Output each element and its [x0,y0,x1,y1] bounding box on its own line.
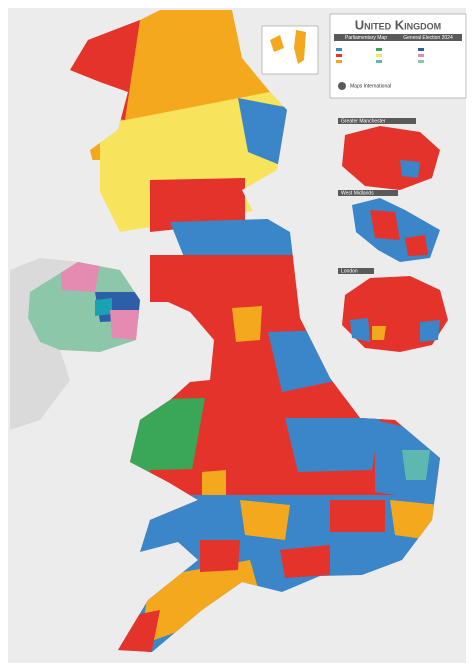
region [150,178,245,232]
region [238,98,290,165]
subtitle: Parliamentary Map [345,35,387,41]
inset-label: London [341,268,358,274]
region [402,450,430,480]
region [200,540,240,572]
title-block [329,13,467,99]
subtitle-bar [334,34,462,41]
inset-greater-manchester: Greater Manchester [338,118,440,190]
title: United Kingdom [355,17,441,32]
region [285,418,380,472]
island [294,30,306,64]
region [202,470,226,502]
inset-london: London [338,268,448,352]
island [270,35,284,52]
region [60,262,100,292]
region [95,298,112,316]
region [330,500,385,532]
legend [336,48,424,63]
inset-west-midlands: West Midlands [338,190,440,262]
publisher: Maps International [350,83,391,89]
islands-inset [261,25,319,75]
region [240,500,290,540]
publisher-logo [338,82,346,90]
region [280,545,330,578]
region [232,306,262,342]
inset-label: West Midlands [341,190,374,196]
inset-label: Greater Manchester [341,118,386,124]
edition: General Election 2024 [403,35,453,41]
region [110,310,140,340]
